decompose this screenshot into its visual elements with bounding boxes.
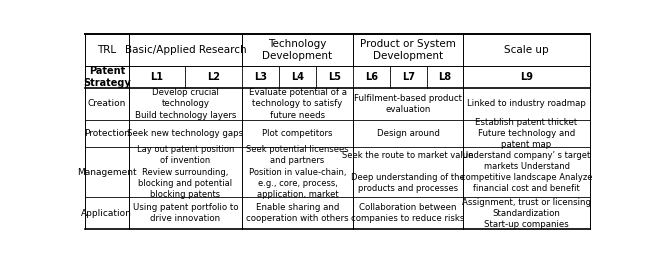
Text: Technology
Development: Technology Development [263,39,332,61]
Text: L4: L4 [291,72,304,82]
Text: Develop crucial
technology
Build technology layers: Develop crucial technology Build technol… [135,88,236,120]
Text: Scale up: Scale up [504,45,549,55]
Text: Basic/Applied Research: Basic/Applied Research [124,45,246,55]
Text: Establish patent thicket
Future technology and
patent map: Establish patent thicket Future technolo… [476,118,578,149]
Text: Plot competitors: Plot competitors [263,129,333,138]
Text: Collaboration between
companies to reduce risks: Collaboration between companies to reduc… [351,203,465,223]
Text: Linked to industry roadmap: Linked to industry roadmap [467,99,586,108]
Text: TRL: TRL [97,45,116,55]
Text: L5: L5 [328,72,341,82]
Text: Enable sharing and
cooperation with others: Enable sharing and cooperation with othe… [246,203,349,223]
Text: Using patent portfolio to
drive innovation: Using patent portfolio to drive innovati… [133,203,238,223]
Text: Lay out patent position
of invention
Review surrounding,
blocking and potential
: Lay out patent position of invention Rev… [137,145,234,199]
Text: L1: L1 [151,72,164,82]
Text: Seek the route to market value

Deep understanding of the
products and processes: Seek the route to market value Deep unde… [342,151,474,193]
Text: L8: L8 [438,72,451,82]
Text: Assignment, trust or licensing
Standardization
Start-up companies: Assignment, trust or licensing Standardi… [462,198,591,229]
Text: Protection: Protection [84,129,130,138]
Text: Seek new technology gaps: Seek new technology gaps [128,129,243,138]
Text: Product or System
Development: Product or System Development [360,39,456,61]
Text: Patent
Strategy: Patent Strategy [83,66,131,88]
Text: Application: Application [82,209,132,218]
Text: Seek potential licensees
and partners
Position in value-chain,
e.g., core, proce: Seek potential licensees and partners Po… [246,145,349,199]
Text: Evaluate potential of a
technology to satisfy
future needs: Evaluate potential of a technology to sa… [249,88,347,120]
Text: Understand company’ s target
markets Understand
competitive landscape Analyze
fi: Understand company’ s target markets Und… [461,151,592,193]
Text: Design around: Design around [376,129,440,138]
Text: Management: Management [77,168,137,177]
Text: L6: L6 [365,72,378,82]
Text: L9: L9 [520,72,533,82]
Text: L7: L7 [401,72,415,82]
Text: L3: L3 [254,72,267,82]
Text: Fulfilment-based product
evaluation: Fulfilment-based product evaluation [354,94,462,114]
Text: Creation: Creation [88,99,126,108]
Text: L2: L2 [207,72,220,82]
